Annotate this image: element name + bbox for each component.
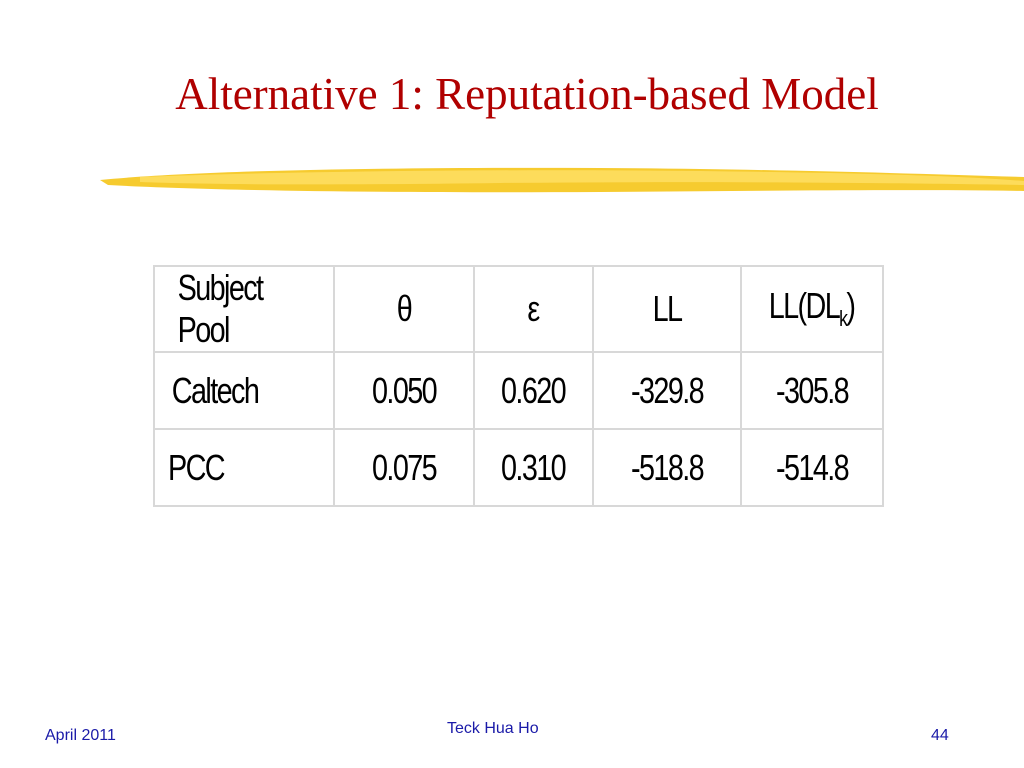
text: 0.050 [371,369,438,411]
text: Caltech [171,369,260,411]
text: θ [396,288,413,329]
cell: 0.050 [333,351,475,430]
yellow-brush-stroke [100,167,1024,193]
header-cell: ε [473,265,594,353]
header-subscript: k [839,306,849,332]
data-row: PCC 0.075 0.310 -518.8 -514.8 [153,428,884,507]
header-cell: θ [333,265,475,353]
text: -518.8 [630,446,705,488]
text: 0.620 [501,369,567,411]
text: PCC [168,446,226,488]
text: -514.8 [775,446,850,488]
results-table: Subject Pool θ ε LL LL(DLk) Caltech 0.05… [153,265,884,507]
header-text: LL(DL [769,285,841,327]
cell: -518.8 [592,428,742,507]
footer-author: Teck Hua Ho [447,720,539,737]
cell: -329.8 [592,351,742,430]
text: -329.8 [630,369,705,411]
cell: -514.8 [740,428,884,507]
cell: Caltech [153,351,335,430]
cell: 0.075 [333,428,475,507]
page-number: 44 [931,727,949,744]
text: Subject Pool [177,267,264,350]
cell: PCC [153,428,335,507]
footer-date: April 2011 [45,727,116,744]
cell: 0.310 [473,428,594,507]
text: 0.310 [501,446,567,488]
header-text: ) [846,285,857,327]
text: 0.075 [371,446,438,488]
header-cell: LL [592,265,742,353]
text: -305.8 [775,369,850,411]
data-row: Caltech 0.050 0.620 -329.8 -305.8 [153,351,884,430]
header-row: Subject Pool θ ε LL LL(DLk) [153,265,884,353]
slide-title: Alternative 1: Reputation-based Model [175,69,879,119]
cell: 0.620 [473,351,594,430]
header-cell: LL(DLk) [740,265,884,353]
header-cell: Subject Pool [153,265,335,353]
text: ε [527,288,541,329]
text: LL [652,288,683,329]
cell: -305.8 [740,351,884,430]
